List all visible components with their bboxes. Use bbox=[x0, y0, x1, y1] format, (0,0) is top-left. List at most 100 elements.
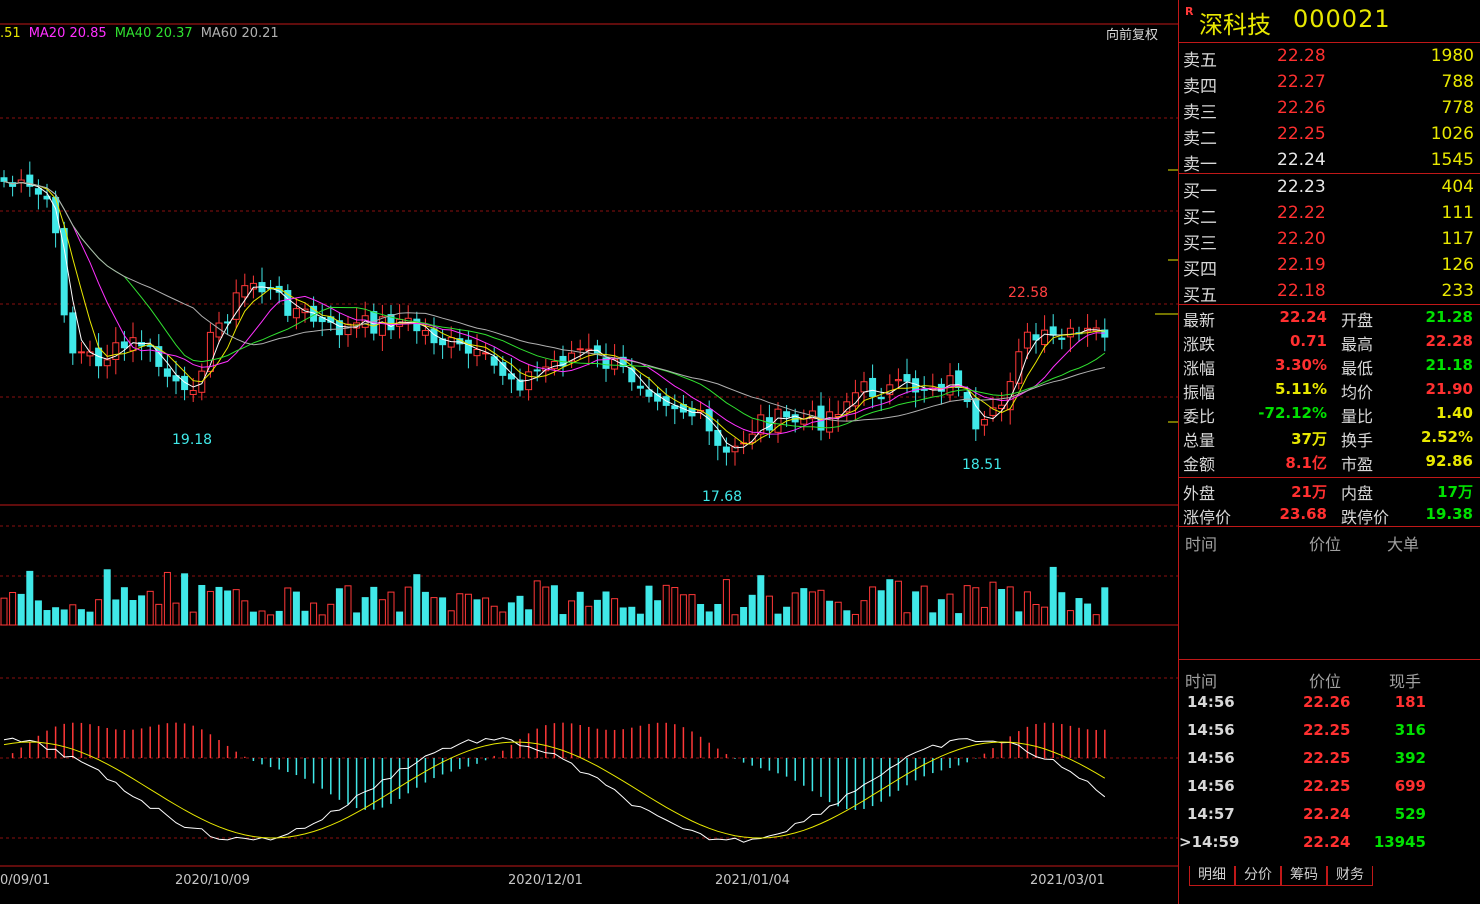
ma-legend-item: MA60 20.21 bbox=[200, 26, 279, 41]
price-label: 22.58 bbox=[1008, 285, 1048, 301]
volume-bar bbox=[292, 591, 300, 626]
order-price: 22.27 bbox=[1277, 72, 1326, 92]
candle-body bbox=[774, 408, 782, 433]
kline-chart-area[interactable]: 22.58 19.18 17.68 18.51 0/09/01 2020/10/09 202… bbox=[0, 0, 1178, 904]
volume-bar bbox=[740, 607, 748, 626]
tick-volume: 529 bbox=[1394, 805, 1426, 823]
candle-body bbox=[447, 337, 455, 348]
candle-body bbox=[155, 346, 163, 367]
volume-bar bbox=[473, 599, 481, 626]
candle-body bbox=[826, 411, 834, 433]
candle-body bbox=[843, 401, 851, 413]
price-label: 19.18 bbox=[172, 432, 212, 448]
volume-bar bbox=[611, 598, 619, 626]
candle-body bbox=[163, 368, 171, 377]
tab-detail[interactable]: 明细 bbox=[1189, 866, 1235, 886]
order-level-label: 买二 bbox=[1183, 208, 1217, 228]
order-book-row: 买一 22.23 404 bbox=[1179, 174, 1480, 202]
volume-bar bbox=[439, 597, 447, 626]
candle-body bbox=[783, 411, 791, 418]
stat-label: 内盘 bbox=[1341, 484, 1374, 503]
volume-bar bbox=[327, 603, 335, 626]
tab-price[interactable]: 分价 bbox=[1235, 866, 1281, 886]
volume-bar bbox=[955, 613, 963, 626]
candle-body bbox=[34, 188, 42, 195]
ma-legend: .51 MA20 20.85 MA40 20.37 MA60 20.21 bbox=[0, 26, 287, 41]
stat-label: 最新 bbox=[1183, 311, 1216, 330]
volume-bar bbox=[284, 587, 292, 626]
tick-time: >14:59 bbox=[1179, 833, 1240, 851]
candle-body bbox=[611, 358, 619, 370]
tick-header: 时间 价位 现手 bbox=[1179, 664, 1480, 691]
x-axis-label: 2020/10/09 bbox=[175, 873, 250, 888]
stat-row: 委比 -72.12% 量比 1.40 bbox=[1179, 401, 1480, 426]
candle-body bbox=[103, 359, 111, 367]
tick-vol-header: 现手 bbox=[1389, 672, 1422, 691]
order-price: 22.23 bbox=[1277, 177, 1326, 197]
tick-time: 14:57 bbox=[1187, 805, 1235, 823]
volume-bar bbox=[1075, 598, 1083, 626]
candle-body bbox=[499, 362, 507, 376]
stat-label: 总量 bbox=[1183, 431, 1216, 450]
volume-bar bbox=[335, 588, 343, 626]
volume-bar bbox=[843, 610, 851, 626]
volume-bar bbox=[344, 585, 352, 626]
stat-value: 0.71 bbox=[1289, 332, 1327, 350]
candle-body bbox=[241, 285, 249, 298]
order-volume: 778 bbox=[1441, 98, 1474, 118]
candle-body bbox=[576, 348, 584, 351]
tab-chips[interactable]: 筹码 bbox=[1281, 866, 1327, 886]
order-price: 22.22 bbox=[1277, 203, 1326, 223]
candle-body bbox=[387, 314, 395, 331]
volume-bar bbox=[783, 606, 791, 626]
stat-row: 总量 37万 换手 2.52% bbox=[1179, 425, 1480, 450]
volume-bar bbox=[722, 579, 730, 626]
candle-body bbox=[645, 389, 653, 397]
order-level-label: 买三 bbox=[1183, 234, 1217, 254]
volume-bar bbox=[920, 585, 928, 626]
candle-body bbox=[714, 429, 722, 446]
candle-body bbox=[722, 446, 730, 453]
candle-body bbox=[172, 375, 180, 382]
tick-time: 14:56 bbox=[1187, 749, 1235, 767]
stat-row: 振幅 5.11% 均价 21.90 bbox=[1179, 377, 1480, 402]
volume-bar bbox=[456, 593, 464, 626]
volume-bar bbox=[929, 612, 937, 626]
candle-body bbox=[963, 391, 971, 403]
volume-bar bbox=[43, 610, 51, 626]
candle-body bbox=[1101, 329, 1109, 338]
tick-list: 时间 价位 现手 14:56 22.26 181 14:56 22.25 316 14:56… bbox=[1179, 664, 1480, 856]
volume-bar bbox=[937, 599, 945, 626]
volume-bar bbox=[249, 611, 257, 626]
order-price: 22.20 bbox=[1277, 229, 1326, 249]
order-level-label: 卖五 bbox=[1183, 51, 1217, 71]
volume-bar bbox=[413, 574, 421, 626]
adjust-button[interactable]: 向前复权 bbox=[1106, 28, 1159, 43]
volume-bar bbox=[138, 595, 146, 626]
kline-chart[interactable]: 22.58 19.18 17.68 18.51 0/09/01 2020/10/09 202… bbox=[0, 0, 1178, 904]
tick-volume: 699 bbox=[1394, 777, 1426, 795]
volume-bar bbox=[267, 614, 275, 626]
stat-label: 涨跌 bbox=[1183, 335, 1216, 354]
stat-label: 涨停价 bbox=[1183, 508, 1232, 527]
candle-body bbox=[284, 290, 292, 316]
candle-body bbox=[757, 414, 765, 435]
volume-bar bbox=[688, 594, 696, 626]
volume-bar bbox=[516, 595, 524, 626]
candle-body bbox=[1058, 337, 1066, 340]
volume-bar bbox=[963, 585, 971, 626]
order-price: 22.26 bbox=[1277, 98, 1326, 118]
stat-value: 37万 bbox=[1291, 430, 1327, 448]
volume-bar bbox=[258, 610, 266, 626]
volume-bar bbox=[645, 585, 653, 626]
volume-bar bbox=[86, 611, 94, 626]
stat-value: 21万 bbox=[1291, 483, 1327, 501]
order-level-label: 卖三 bbox=[1183, 103, 1217, 123]
tick-time: 14:56 bbox=[1187, 777, 1235, 795]
volume-bar bbox=[1066, 610, 1074, 626]
volume-bar bbox=[869, 586, 877, 626]
order-volume: 111 bbox=[1441, 203, 1474, 223]
stat-value: 23.68 bbox=[1279, 505, 1327, 523]
ma60-line bbox=[3, 180, 1105, 422]
tab-finance[interactable]: 财务 bbox=[1327, 866, 1373, 886]
